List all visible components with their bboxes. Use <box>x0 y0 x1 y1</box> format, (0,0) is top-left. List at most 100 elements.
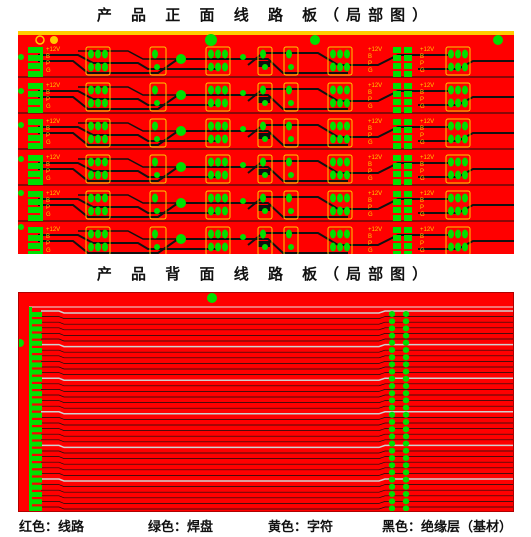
solder-pad <box>288 208 294 214</box>
silkscreen-label: P <box>420 133 424 139</box>
silkscreen-label: +12V <box>368 83 382 89</box>
back-solder-pad <box>402 332 410 339</box>
back-solder-pad <box>402 440 410 447</box>
edge-pad <box>28 227 40 233</box>
pad-column <box>404 215 412 221</box>
edge-pad <box>28 47 40 53</box>
solder-pad <box>154 208 160 214</box>
silkscreen-label: P <box>368 133 372 139</box>
silkscreen-label: +12V <box>368 155 382 161</box>
solder-pad <box>152 121 158 131</box>
edge-strip <box>40 119 43 149</box>
silkscreen-label: G <box>368 248 373 254</box>
solder-pad <box>455 121 461 131</box>
edge-pad <box>28 91 40 97</box>
solder-pad <box>344 62 350 72</box>
solder-pad <box>286 85 292 95</box>
silkscreen-label: B <box>46 198 50 204</box>
solder-pad <box>88 229 94 239</box>
pad-column <box>393 227 401 233</box>
component-outline <box>445 82 471 112</box>
solder-pad <box>154 64 160 70</box>
back-trace-gap <box>41 316 513 319</box>
component-outline <box>205 154 231 184</box>
insulation-gap <box>38 202 348 218</box>
back-trace-gap <box>41 372 513 375</box>
edge-pad <box>28 143 40 149</box>
edge-pad <box>28 135 40 141</box>
solder-pad <box>215 49 221 59</box>
back-solder-pad <box>402 447 410 454</box>
solder-pad <box>455 242 461 252</box>
solder-pad <box>448 98 454 108</box>
solder-pad <box>286 49 292 59</box>
back-solder-pad <box>402 426 410 433</box>
back-trace-gap <box>41 321 513 325</box>
back-solder-pad <box>388 347 396 353</box>
solder-pad <box>102 62 108 72</box>
mounting-pad <box>205 34 217 46</box>
solder-pad <box>455 85 461 95</box>
edge-via <box>18 88 24 94</box>
back-trace-gap <box>41 383 513 387</box>
back-solder-pad <box>388 476 396 483</box>
solder-pad <box>208 229 214 239</box>
solder-pad <box>95 229 101 239</box>
solder-pad <box>288 136 294 142</box>
solder-pad <box>215 98 221 108</box>
silkscreen-label: B <box>46 90 50 96</box>
back-solder-pad <box>388 498 396 505</box>
silkscreen-label: G <box>420 104 425 110</box>
solder-pad <box>88 62 94 72</box>
solder-pad <box>215 134 221 144</box>
silkscreen-label: B <box>420 234 424 240</box>
pad-column <box>404 135 412 141</box>
solder-pad <box>102 157 108 167</box>
silkscreen-label: B <box>46 54 50 60</box>
component-outline <box>283 226 299 254</box>
solder-pad <box>462 170 468 180</box>
component-outline <box>205 226 231 254</box>
solder-pad <box>330 170 336 180</box>
pad-column <box>404 71 412 77</box>
back-edge-pad <box>31 362 42 368</box>
mounting-pad <box>207 293 217 303</box>
back-edge-pad <box>31 312 42 317</box>
back-solder-pad <box>388 361 396 368</box>
solder-pad <box>95 85 101 95</box>
back-solder-pad <box>388 462 396 469</box>
solder-pad <box>448 121 454 131</box>
back-board-drawing <box>19 293 513 511</box>
back-trace-gap <box>41 439 513 443</box>
pad-column <box>393 235 401 241</box>
pad-column <box>393 127 401 133</box>
via-pad <box>176 162 186 172</box>
edge-via <box>18 122 24 128</box>
silkscreen-label: B <box>368 162 372 168</box>
back-trace-gap <box>41 327 513 331</box>
edge-pad <box>28 251 40 254</box>
back-trace-gap <box>41 444 513 449</box>
via-pad <box>240 162 246 168</box>
silkscreen-label: +12V <box>46 47 60 53</box>
silkscreen-label: +12V <box>368 47 382 53</box>
solder-pad <box>462 121 468 131</box>
silkscreen-label: P <box>368 169 372 175</box>
solder-pad <box>286 229 292 239</box>
silkscreen-label: G <box>368 104 373 110</box>
back-solder-pad <box>402 375 410 382</box>
solder-pad <box>288 100 294 106</box>
solder-pad <box>337 193 343 203</box>
component-outline <box>327 82 353 112</box>
insulation-block <box>258 205 270 211</box>
back-solder-pad <box>402 325 410 332</box>
component-outline <box>327 190 353 220</box>
edge-pad <box>28 55 40 61</box>
back-edge-pad <box>31 348 42 353</box>
solder-pad <box>344 85 350 95</box>
pad-column <box>393 243 401 249</box>
solder-pad <box>215 206 221 216</box>
silkscreen-label: G <box>368 140 373 146</box>
solder-pad <box>344 242 350 252</box>
back-trace-gap <box>41 422 513 426</box>
